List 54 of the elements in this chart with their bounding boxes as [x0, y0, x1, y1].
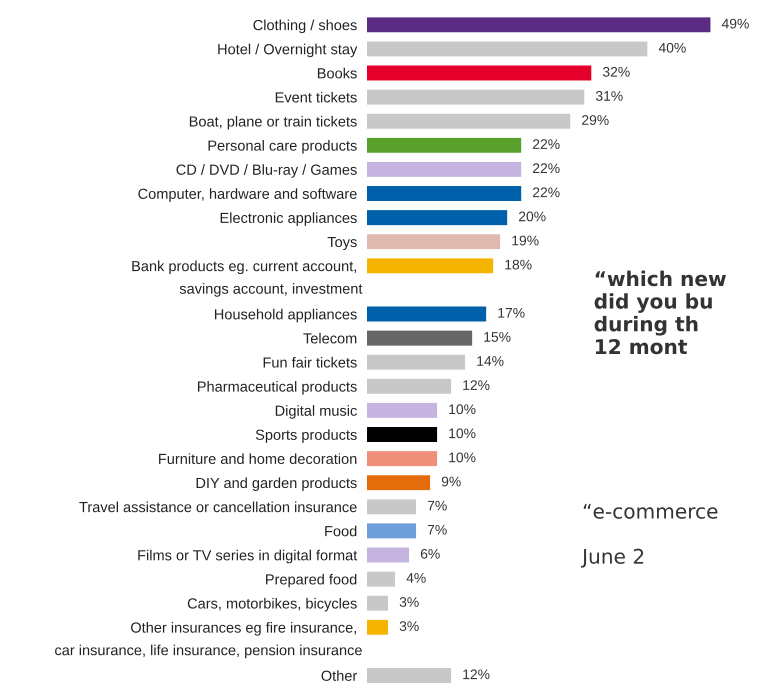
y-tick-label: Electronic appliances [220, 212, 357, 226]
y-tick-label: Sports products [256, 429, 357, 443]
y-tick-label: Household appliances [214, 308, 357, 322]
data-label: 22% [533, 163, 560, 174]
data-label: 19% [512, 236, 539, 246]
text: “e-commerce June 2 [581, 504, 718, 568]
y-tick-label: Toys [328, 236, 357, 250]
data-label: 31% [596, 91, 623, 101]
y-tick-label: Digital music [276, 405, 357, 419]
category-label: Other insurances eg fire insurance, car insurance, life insurance, pension insurance [55, 622, 362, 658]
y-tick-label: Clothing / shoes [253, 20, 357, 34]
y-tick-label: CD / DVD / Blu-ray / Games [176, 164, 357, 178]
y-tick-label: Pharmaceutical products [198, 381, 357, 395]
y-tick-label: Travel assistance or cancellation insurance [79, 502, 357, 512]
y-tick-label: Films or TV series in digital format [138, 550, 358, 564]
data-label: 7% [428, 524, 447, 535]
data-label: 29% [582, 115, 609, 125]
data-label: 22% [533, 139, 560, 149]
data-label: 9% [442, 476, 461, 486]
data-label: 7% [428, 500, 447, 510]
data-label: 10% [449, 428, 476, 438]
data-label: 17% [498, 308, 525, 318]
y-tick-label: Computer, hardware and software [138, 188, 357, 202]
data-label: 3% [400, 597, 419, 607]
y-tick-label: Event tickets [276, 92, 357, 103]
data-label: 6% [420, 548, 440, 559]
y-tick-label: Furniture and home decoration [159, 453, 356, 464]
data-label: 32% [602, 66, 630, 77]
data-label: 3% [400, 621, 419, 632]
data-label: 12% [463, 669, 490, 680]
data-label: 20% [518, 212, 546, 222]
y-tick-label: Food [325, 526, 356, 536]
data-label: 49% [722, 18, 749, 29]
y-tick-label: Books [318, 68, 357, 78]
category-label: Bank products eg. current account, savings account, investment [132, 260, 362, 297]
data-label: 40% [658, 42, 686, 53]
y-tick-label: DIY and garden products [196, 477, 357, 492]
y-tick-label: Cars, motorbikes, bicycles [188, 598, 357, 612]
annotation: “which new did you bu during th 12 mont [594, 270, 726, 354]
data-label: 22% [533, 187, 560, 198]
data-label: 14% [477, 356, 504, 366]
data-label: 10% [449, 404, 476, 414]
y-tick-label: Fun fair tickets [264, 356, 357, 368]
data-label: 15% [484, 332, 511, 342]
y-tick-label: Other [321, 670, 358, 681]
data-label: 12% [463, 380, 490, 390]
data-label: 18% [505, 260, 532, 270]
y-tick-label: Prepared food [266, 574, 356, 588]
data-label: 4% [406, 573, 426, 583]
y-tick-label: Hotel / Overnight stay [218, 44, 358, 58]
y-tick-label: Personal care products [208, 140, 357, 154]
y-tick-label: Boat, plane or train tickets [190, 116, 357, 130]
data-label: 10% [449, 452, 476, 462]
y-tick-label: Telecom [303, 332, 356, 344]
